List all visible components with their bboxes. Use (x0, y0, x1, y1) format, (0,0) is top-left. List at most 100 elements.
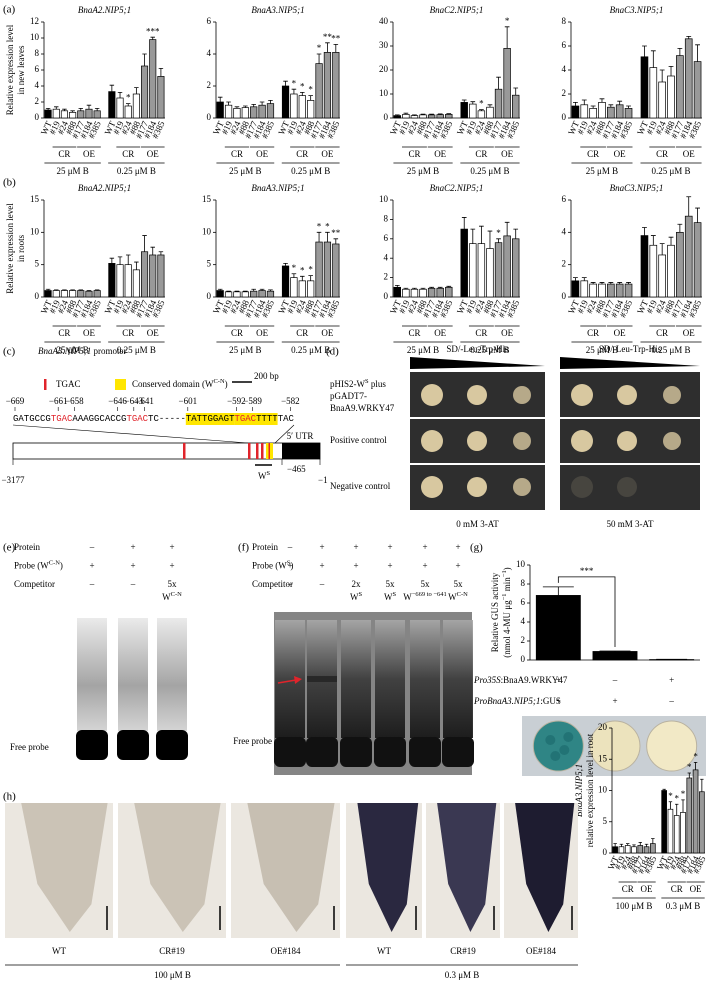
stain-spot (559, 745, 570, 755)
group-label: CR (656, 149, 668, 159)
row-label: Protein (252, 542, 278, 552)
error-bar (504, 26, 510, 49)
error-bar (613, 843, 617, 847)
bar (315, 63, 323, 119)
error-bar (333, 238, 339, 244)
error-bar (125, 254, 131, 265)
bar (52, 108, 60, 119)
condition-label: 0.25 μM B (651, 345, 690, 355)
bar (250, 290, 258, 298)
bar (69, 290, 77, 298)
bar (503, 235, 511, 298)
error-bar (109, 257, 115, 264)
error-bar (291, 273, 297, 278)
bar (486, 248, 494, 298)
bar (649, 67, 658, 119)
error-bar (142, 235, 147, 252)
error-bar (54, 106, 59, 110)
group-label: CR (122, 328, 134, 338)
error-bar (259, 288, 265, 291)
text-run: −1 (501, 593, 508, 600)
y-tick-label: 4 (384, 252, 389, 262)
y-tick-label: 6 (562, 40, 567, 50)
bar (258, 290, 266, 298)
group-label: OE (501, 149, 513, 159)
text-run: plus (369, 379, 387, 389)
yeast-spot (421, 476, 443, 498)
panel-label: (f) (238, 542, 249, 554)
text-run: Pro35S (473, 675, 501, 685)
error-bar (283, 262, 288, 266)
group-label: CR (296, 328, 308, 338)
text-run: BnaA3.NIP5;1 (38, 346, 91, 356)
error-bar (686, 36, 692, 39)
chart-title: BnaA3.NIP5;1 (251, 5, 304, 15)
error-bar (496, 238, 501, 243)
bar (692, 769, 699, 854)
panel-label: (a) (3, 4, 16, 16)
lane-smear (77, 618, 107, 731)
bar (69, 112, 77, 119)
cell: + (169, 561, 174, 571)
y-tick-label: 2 (562, 88, 567, 98)
y-tick-label: 2 (207, 80, 212, 90)
row-label: ProBnaA3.NIP5;1:GUS (473, 696, 561, 706)
bar (667, 808, 674, 854)
error-bar (437, 113, 443, 115)
condition-label: 100 μM B (154, 970, 191, 980)
group-label: CR (408, 149, 420, 159)
error-bar (283, 80, 288, 86)
error-bar (662, 788, 666, 791)
error-bar (243, 290, 248, 292)
bar (469, 243, 477, 298)
text-run: S (392, 591, 396, 598)
bar (676, 55, 684, 119)
promoter-title: BnaA3.NIP5;1 promoter (38, 346, 127, 356)
yeast-spot (421, 384, 443, 406)
error-bar (668, 66, 674, 76)
significance-mark: * (126, 93, 131, 103)
y-tick-label: 10 (202, 226, 212, 236)
text-run: S (267, 470, 271, 477)
text-run: ) (502, 567, 512, 570)
group-label: OE (434, 328, 446, 338)
group-label: CR (122, 149, 134, 159)
position-label: −592 (227, 396, 246, 406)
error-bar (234, 106, 240, 109)
text-run: Conserved domain (W (132, 379, 214, 389)
bar (650, 843, 656, 854)
y-tick-label: 5 (207, 259, 212, 269)
zoom-line (12, 424, 249, 444)
error-bar (226, 290, 231, 292)
error-bar (644, 843, 649, 847)
error-bar (142, 53, 147, 66)
yeast-spot (513, 386, 531, 404)
image-label: CR#19 (450, 946, 476, 956)
error-bar (617, 100, 623, 105)
error-bar (403, 112, 409, 115)
error-bar (420, 113, 426, 115)
text-run: −669 to −641 (412, 591, 447, 598)
error-bar (496, 76, 501, 90)
yeast-spot (467, 431, 487, 451)
cell: + (319, 542, 324, 552)
error-bar (487, 104, 493, 108)
group-label: OE (83, 328, 95, 338)
position-label: −646 (108, 396, 127, 406)
bar (445, 286, 453, 298)
error-bar (394, 284, 400, 288)
position-label: −669 (6, 396, 25, 406)
bar (658, 81, 666, 119)
error-bar (590, 105, 596, 109)
error-bar (234, 290, 240, 292)
position-label: −641 (135, 396, 154, 406)
panel-label: (b) (3, 177, 16, 189)
condition-label: 0.25 μM B (291, 345, 330, 355)
bar (157, 254, 165, 298)
group-label: CR (671, 884, 683, 894)
bar (436, 114, 444, 119)
text-run: S (287, 559, 291, 566)
error-bar (437, 286, 443, 289)
position-label: −582 (281, 396, 300, 406)
error-bar (487, 230, 493, 249)
